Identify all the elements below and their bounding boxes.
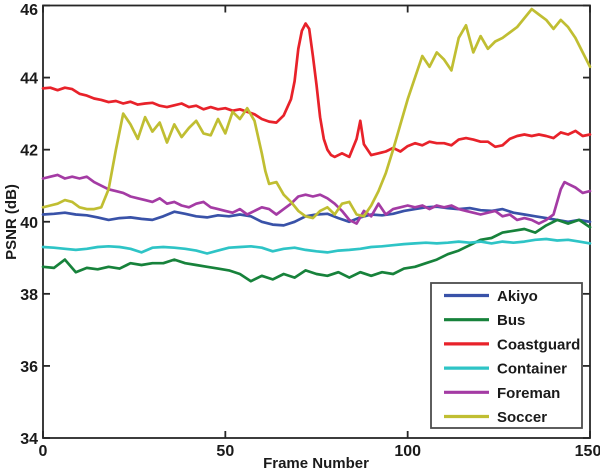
series-line-bus xyxy=(41,218,592,283)
legend-box xyxy=(430,282,583,429)
legend-label-foreman: Foreman xyxy=(497,385,560,402)
series-line-soccer xyxy=(41,7,592,220)
y-axis-label: PSNR (dB) xyxy=(3,184,20,260)
x-tick-label: 0 xyxy=(39,443,48,460)
series-line-container xyxy=(41,237,592,255)
legend-label-coastguard: Coastguard xyxy=(497,336,580,353)
legend-label-container: Container xyxy=(497,361,567,378)
series-line-coastguard xyxy=(41,22,592,159)
y-tick-label: 36 xyxy=(20,359,38,376)
legend-label-akiyo: Akiyo xyxy=(497,288,538,305)
x-tick-label: 50 xyxy=(216,443,234,460)
series-line-foreman xyxy=(41,173,592,225)
y-tick-label: 34 xyxy=(20,431,38,448)
chart-legend: Akiyo Bus Coastguard Container Foreman Soccer xyxy=(430,282,583,429)
y-tick-label: 46 xyxy=(20,2,38,19)
y-tick-label: 38 xyxy=(20,287,38,304)
x-tick-label: 150 xyxy=(575,443,600,460)
y-tick-label: 40 xyxy=(20,215,38,232)
y-tick-label: 44 xyxy=(20,71,38,88)
y-tick-label: 42 xyxy=(20,143,38,160)
axis-tick-labels: 0 50 100 150 34 36 38 40 42 44 46 xyxy=(20,2,600,460)
x-axis-label: Frame Number xyxy=(263,455,369,470)
x-tick-label: 100 xyxy=(394,443,421,460)
chart-series xyxy=(41,7,592,283)
axis-ticks xyxy=(42,4,591,439)
legend-label-bus: Bus xyxy=(497,312,525,329)
legend-label-soccer: Soccer xyxy=(497,409,547,426)
